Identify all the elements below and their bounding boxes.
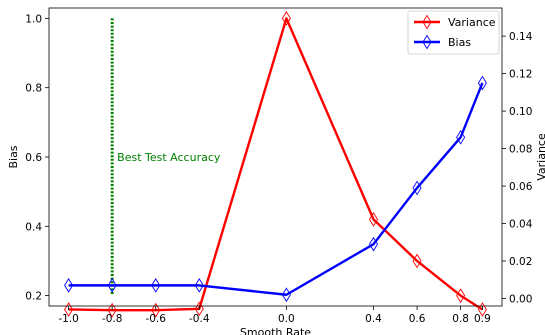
bias-marker (194, 278, 204, 293)
x-tick-label: 0.6 (409, 313, 426, 325)
variance-marker (456, 288, 466, 303)
right-axis-title: Variance (535, 133, 545, 181)
legend-label-bias: Bias (448, 36, 471, 49)
left-y-tick-label: 0.2 (25, 291, 42, 303)
variance-marker (64, 302, 74, 317)
left-y-tick-label: 0.8 (25, 83, 42, 95)
x-axis-title: Smooth Rate (240, 326, 311, 335)
bias-line (68, 82, 484, 296)
right-y-tick-label: 0.12 (509, 69, 532, 81)
variance-marker (477, 302, 487, 317)
variance-marker (368, 212, 379, 227)
series-variance (64, 11, 487, 318)
variance-marker (194, 301, 204, 317)
best-accuracy-label: Best Test Accuracy (117, 151, 221, 164)
bias-marker (456, 129, 466, 145)
right-y-tick-label: 0.14 (509, 31, 533, 43)
x-tick-label: 0.8 (452, 313, 469, 325)
right-y-tick-label: 0.08 (509, 144, 532, 156)
x-tick-label: 0.4 (365, 313, 382, 325)
series-layer (64, 11, 487, 318)
x-tick-label: -1.0 (58, 313, 79, 325)
bias-marker (64, 278, 74, 293)
bias-marker (477, 75, 487, 91)
legend-marker-variance (422, 14, 432, 30)
variance-marker (412, 253, 422, 269)
x-tick-label: 0.0 (278, 313, 295, 325)
legend: Variance Bias (407, 10, 500, 55)
left-y-tick-label: 1.0 (25, 13, 42, 25)
variance-marker (107, 302, 117, 318)
legend-marker-bias (422, 34, 432, 50)
x-tick-label: -0.6 (145, 313, 166, 325)
right-y-tick-label: 0.00 (509, 294, 532, 306)
right-y-tick-label: 0.04 (509, 219, 533, 231)
right-y-tick-label: 0.10 (509, 106, 532, 118)
right-y-tick-label: 0.02 (509, 256, 532, 268)
variance-marker (151, 302, 161, 318)
x-tick-label: -0.8 (102, 313, 123, 325)
annotation-layer: Best Test Accuracy (110, 18, 221, 296)
series-bias (64, 75, 487, 303)
bias-marker (151, 278, 161, 293)
bias-marker (412, 180, 422, 196)
bias-marker (368, 236, 379, 252)
left-y-tick-label: 0.6 (25, 152, 42, 164)
x-tick-label: 0.9 (474, 313, 491, 325)
variance-marker (281, 11, 291, 26)
legend-label-variance: Variance (448, 16, 496, 29)
bias-marker (107, 278, 117, 293)
left-y-tick-label: 0.4 (25, 221, 42, 233)
right-y-tick-label: 0.06 (509, 181, 533, 193)
axes-layer: -1.0 -0.8 -0.6 -0.4 0.0 0.4 0.6 0.8 0.9 0.2 0.4 0.6… (25, 7, 533, 325)
variance-line (68, 17, 484, 312)
bias-marker (281, 287, 291, 303)
left-axis-title: Bias (7, 145, 20, 168)
x-tick-label: -0.4 (189, 313, 210, 325)
